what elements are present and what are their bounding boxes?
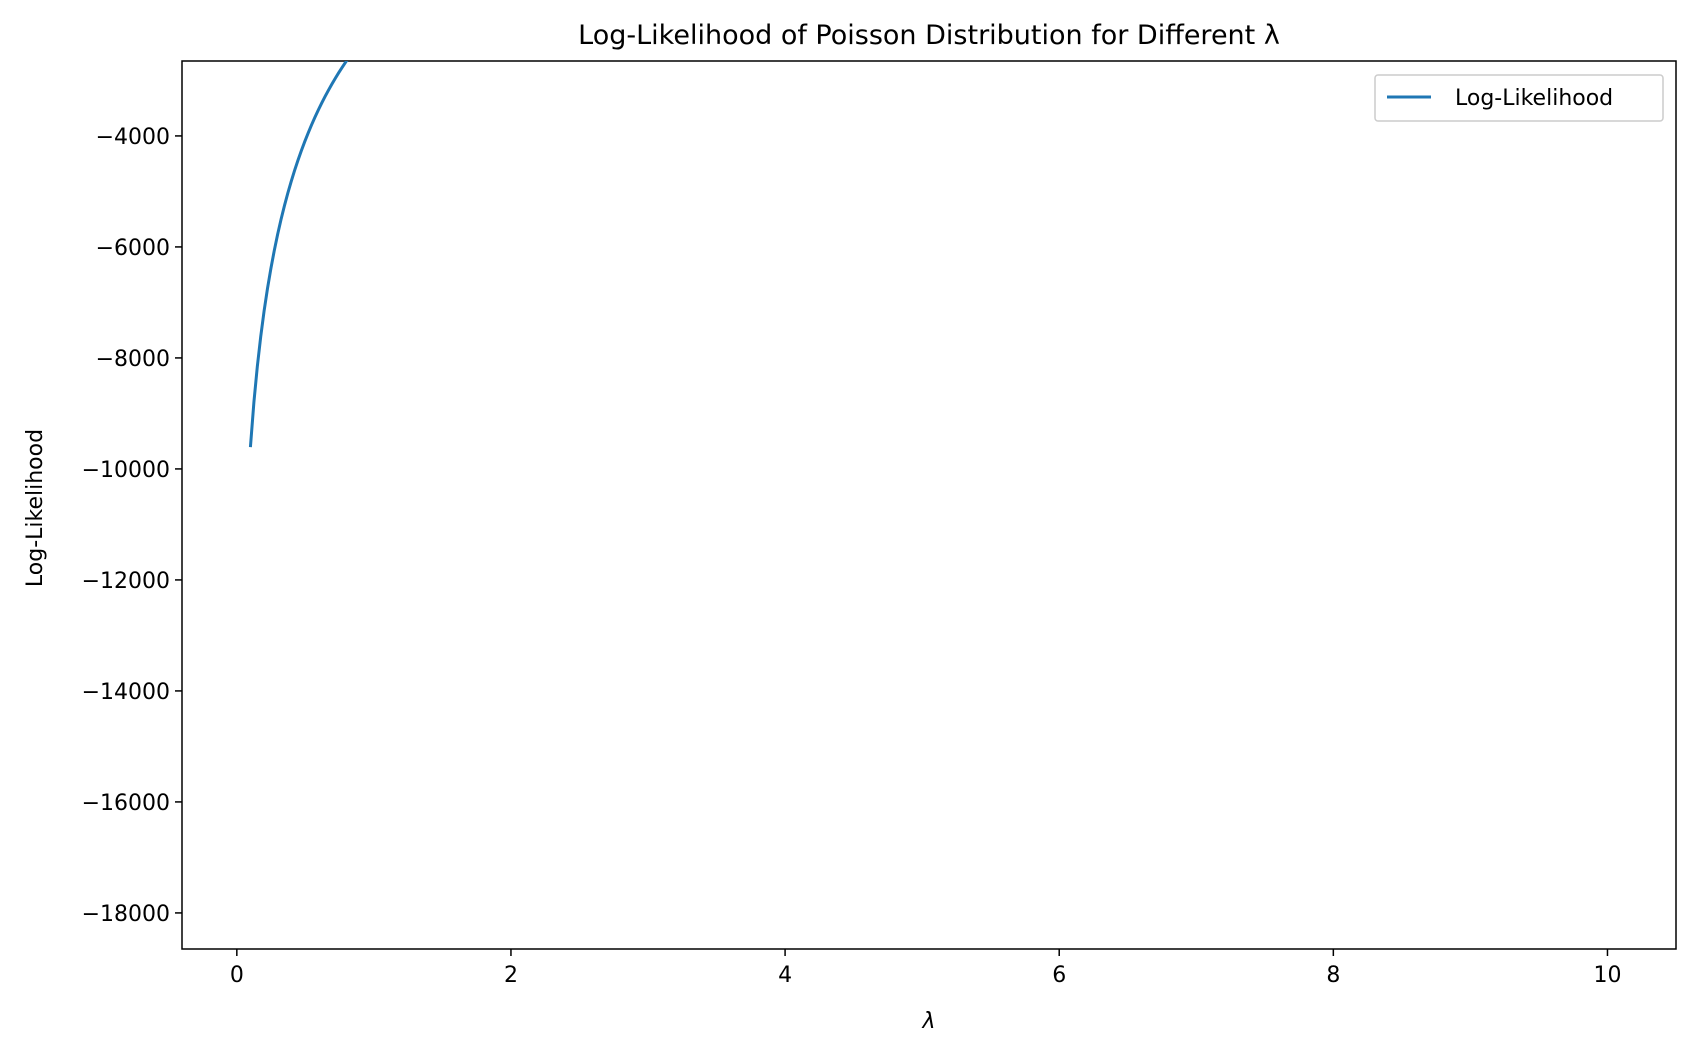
y-tick-label: −18000 [82, 902, 170, 927]
y-tick-label: −16000 [82, 791, 170, 816]
y-tick-label: −4000 [96, 125, 170, 150]
y-tick-label: −6000 [96, 236, 170, 261]
plot-area: 0 2 4 6 8 10 −4000 −6000 −8000 −10000 −12000 −14000… [82, 60, 1677, 988]
y-tick-label: −10000 [82, 458, 170, 483]
x-tick-label: 4 [778, 963, 792, 988]
x-axis-label: λ [921, 1009, 935, 1034]
y-tick-label: −12000 [82, 569, 170, 594]
x-tick-label: 6 [1052, 963, 1066, 988]
axes-frame [181, 60, 1677, 950]
legend-box [1374, 74, 1664, 122]
chart-title: Log-Likelihood of Poisson Distribution f… [578, 20, 1280, 51]
y-axis-label: Log-Likelihood [23, 429, 48, 587]
x-tick-label: 2 [504, 963, 518, 988]
x-tick-label: 8 [1326, 963, 1340, 988]
y-tick-label: −8000 [96, 347, 170, 372]
y-tick-label: −14000 [82, 680, 170, 705]
legend-label: Log-Likelihood [1455, 86, 1613, 111]
legend: Log-Likelihood [1374, 74, 1664, 122]
x-tick-label: 0 [230, 963, 244, 988]
x-tick-label: 10 [1593, 963, 1621, 988]
